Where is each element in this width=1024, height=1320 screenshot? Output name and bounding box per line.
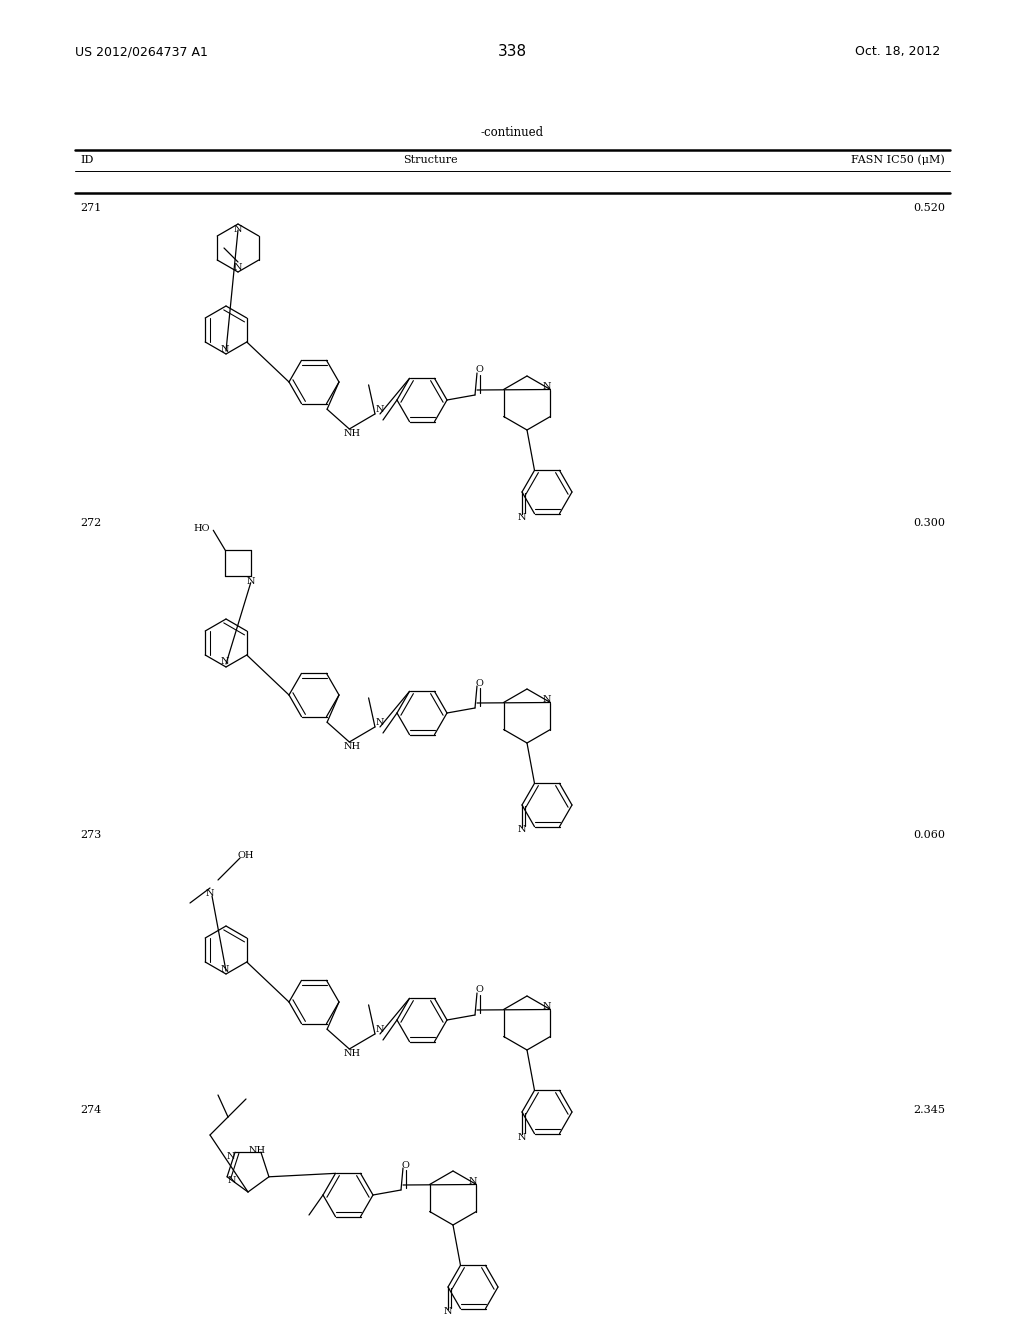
- Text: 338: 338: [498, 45, 526, 59]
- Text: 0.060: 0.060: [913, 830, 945, 840]
- Text: OH: OH: [238, 850, 255, 859]
- Text: ID: ID: [80, 154, 93, 165]
- Text: N: N: [543, 1002, 551, 1011]
- Text: O: O: [476, 366, 484, 375]
- Text: Oct. 18, 2012: Oct. 18, 2012: [855, 45, 940, 58]
- Text: -continued: -continued: [480, 127, 544, 140]
- Text: 273: 273: [80, 830, 101, 840]
- Text: US 2012/0264737 A1: US 2012/0264737 A1: [75, 45, 208, 58]
- Text: N: N: [376, 405, 384, 414]
- Text: N: N: [543, 696, 551, 704]
- Text: N: N: [543, 381, 551, 391]
- Text: N: N: [518, 1133, 526, 1142]
- Text: 274: 274: [80, 1105, 101, 1115]
- Text: NH: NH: [343, 429, 360, 437]
- Text: N: N: [221, 345, 229, 354]
- Text: N: N: [234, 264, 243, 272]
- Text: HO: HO: [194, 524, 210, 533]
- Text: NH: NH: [249, 1146, 266, 1155]
- Text: 0.300: 0.300: [913, 517, 945, 528]
- Text: N: N: [444, 1308, 453, 1316]
- Text: N: N: [227, 1152, 236, 1160]
- Text: N: N: [376, 1026, 384, 1035]
- Text: O: O: [476, 678, 484, 688]
- Text: N: N: [468, 1177, 477, 1185]
- Text: N: N: [221, 965, 229, 974]
- Text: Structure: Structure: [402, 154, 458, 165]
- Text: 2.345: 2.345: [913, 1105, 945, 1115]
- Text: N: N: [221, 657, 229, 667]
- Text: N: N: [228, 1176, 237, 1185]
- Text: N: N: [247, 577, 255, 586]
- Text: NH: NH: [343, 742, 360, 751]
- Text: N: N: [234, 224, 243, 234]
- Text: NH: NH: [343, 1048, 360, 1057]
- Text: 0.520: 0.520: [913, 203, 945, 213]
- Text: N: N: [518, 512, 526, 521]
- Text: N: N: [518, 825, 526, 834]
- Text: O: O: [402, 1160, 410, 1170]
- Text: N: N: [376, 718, 384, 727]
- Text: O: O: [476, 986, 484, 994]
- Text: FASN IC50 (μM): FASN IC50 (μM): [851, 154, 945, 165]
- Text: 271: 271: [80, 203, 101, 213]
- Text: N: N: [206, 888, 214, 898]
- Text: 272: 272: [80, 517, 101, 528]
